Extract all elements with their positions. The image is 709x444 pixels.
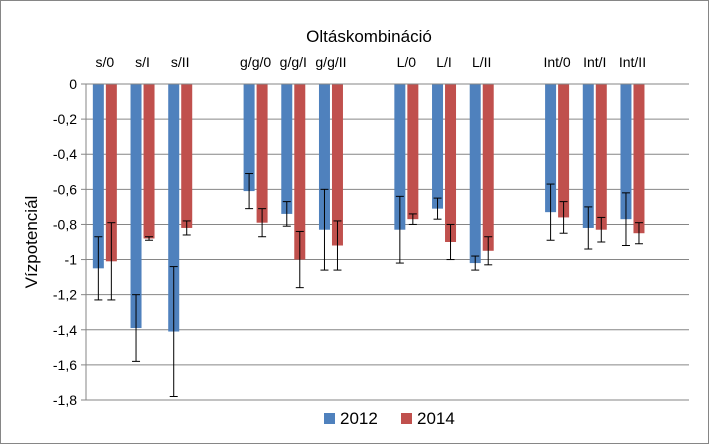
y-tick-label: -1,2 (53, 287, 77, 303)
bar-2012 (318, 84, 330, 230)
bar-2014 (633, 84, 645, 234)
bar-2014 (143, 84, 155, 239)
bar-2014 (105, 84, 117, 262)
y-tick-label: -1 (65, 252, 78, 268)
legend-label-2012: 2012 (340, 409, 378, 428)
category-label: g/g/I (280, 54, 307, 70)
legend-swatch-2012 (324, 413, 335, 424)
error-bars (94, 173, 643, 397)
y-tick-label: -0,2 (53, 111, 77, 127)
bars (92, 84, 645, 332)
category-label: s/I (135, 54, 150, 70)
y-tick-label: -1,6 (53, 357, 77, 373)
bar-2012 (130, 84, 142, 329)
bar-2014 (558, 84, 570, 218)
bar-2014 (181, 84, 193, 228)
bar-2014 (407, 84, 419, 220)
y-tick-label: 0 (69, 76, 77, 92)
bar-2012 (469, 84, 481, 264)
labels: 0 -0,2 -0,4 -0,6 -0,8 -1 -1,2 -1,4 -1,6 -1,8 s/0 s/… (53, 54, 646, 408)
y-tick-label: -1,8 (53, 392, 77, 408)
category-label: L/II (472, 54, 491, 70)
bar-2012 (620, 84, 632, 220)
category-label: L/I (436, 54, 452, 70)
category-label: s/II (171, 54, 190, 70)
bar-2014 (256, 84, 268, 223)
bar-2012 (545, 84, 557, 213)
category-label: s/0 (96, 54, 115, 70)
category-label: Int/I (583, 54, 606, 70)
legend-label-2014: 2014 (417, 409, 455, 428)
category-label: g/g/II (315, 54, 346, 70)
bar-2012 (582, 84, 594, 228)
bar-2012 (243, 84, 255, 192)
bar-2014 (445, 84, 457, 242)
bar-2012 (432, 84, 444, 209)
bar-2012 (394, 84, 406, 230)
y-tick-label: -0,6 (53, 181, 77, 197)
category-label: L/0 (397, 54, 417, 70)
axes (81, 83, 689, 401)
bar-2014 (482, 84, 494, 251)
y-axis-label: Vízpotenciál (22, 196, 41, 289)
bar-2012 (168, 84, 180, 332)
legend-swatch-2014 (401, 413, 412, 424)
category-label: Int/II (619, 54, 646, 70)
y-tick-label: -0,8 (53, 216, 77, 232)
bar-2014 (294, 84, 306, 260)
category-label: Int/0 (543, 54, 570, 70)
bar-2012 (92, 84, 104, 269)
chart-title: Oltáskombináció (306, 27, 432, 46)
legend: 2012 2014 (324, 409, 455, 428)
y-tick-label: -0,4 (53, 146, 77, 162)
bar-2014 (595, 84, 607, 230)
category-label: g/g/0 (240, 54, 271, 70)
bar-2014 (331, 84, 343, 246)
y-tick-label: -1,4 (53, 322, 77, 338)
bar-2012 (281, 84, 293, 214)
